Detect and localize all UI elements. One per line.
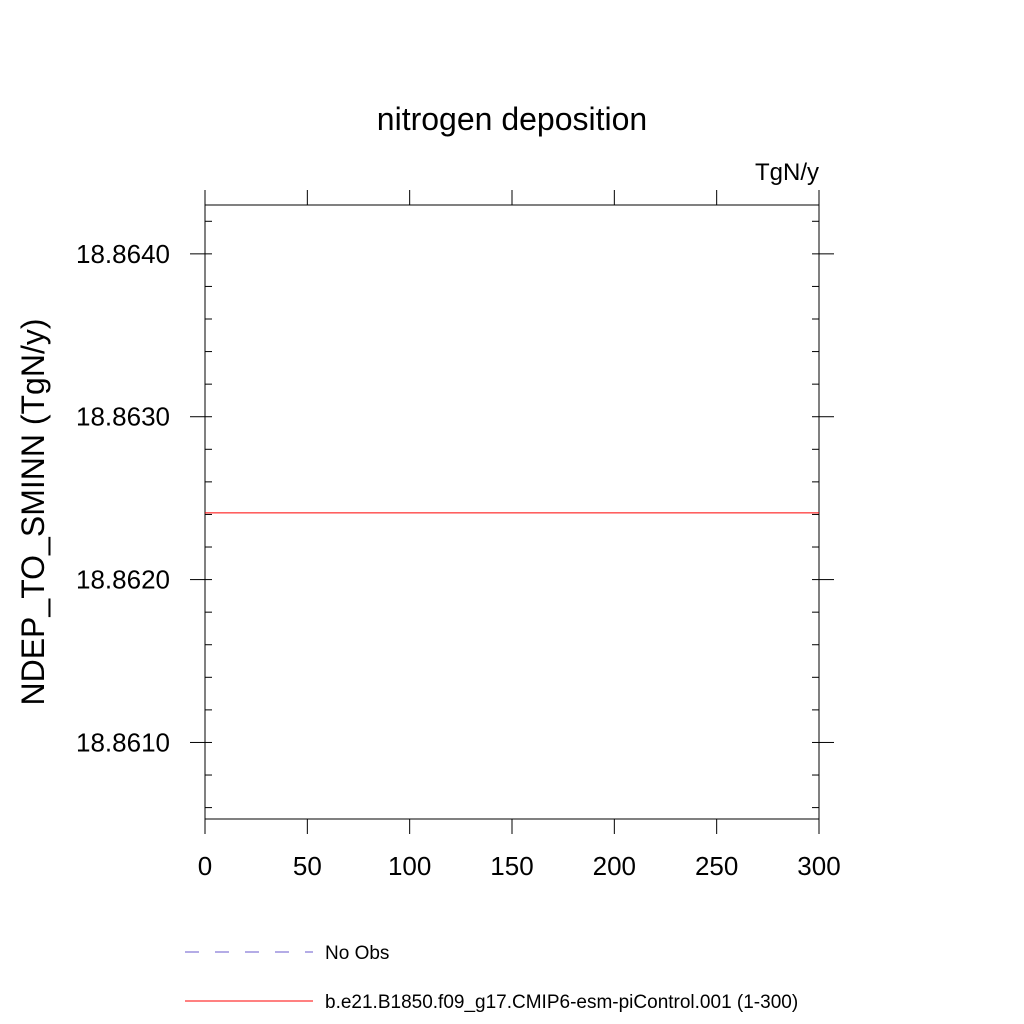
x-tick-label: 50 [293, 851, 322, 881]
y-tick-label: 18.8640 [76, 239, 170, 269]
y-tick-label: 18.8620 [76, 565, 170, 595]
y-axis-label: NDEP_TO_SMINN (TgN/y) [15, 318, 51, 705]
y-tick-label: 18.8630 [76, 402, 170, 432]
axis-ticks: 0 50 100 150 200 250 300 18.8610 18.8620 18.8630 1… [76, 190, 841, 881]
legend-label: b.e21.B1850.f09_g17.CMIP6-esm-piControl.… [325, 992, 798, 1013]
chart-title: nitrogen deposition [377, 101, 647, 137]
x-tick-label: 100 [388, 851, 431, 881]
units-label: TgN/y [755, 159, 819, 186]
x-tick-label: 150 [490, 851, 533, 881]
legend: No Obs b.e21.B1850.f09_g17.CMIP6-esm-piCo… [185, 943, 798, 1013]
x-tick-label: 0 [198, 851, 212, 881]
plot-frame [204, 204, 820, 820]
x-tick-label: 300 [797, 851, 840, 881]
x-tick-label: 250 [695, 851, 738, 881]
x-tick-label: 200 [593, 851, 636, 881]
y-tick-label: 18.8610 [76, 727, 170, 757]
legend-label: No Obs [325, 943, 389, 964]
